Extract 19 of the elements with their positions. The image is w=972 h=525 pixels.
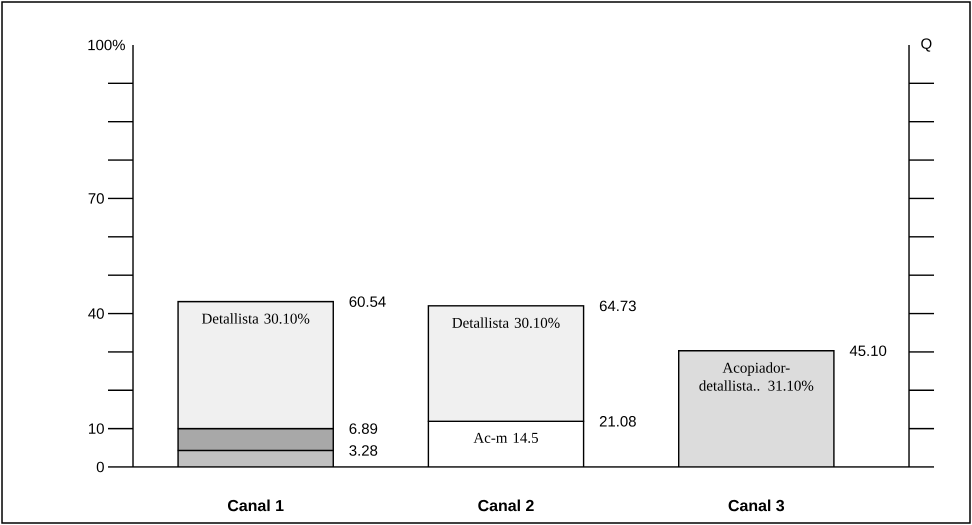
series-label: Detallista 30.10% [452, 317, 560, 328]
y2-axis-title: Q [921, 38, 932, 52]
x-tick-label: Canal 2 [478, 500, 534, 512]
text: Detallista 30.10% [202, 313, 310, 324]
y-axis-title: 100% [88, 40, 125, 50]
y-tick-label: 40 [88, 308, 104, 319]
x-tick-label: Canal 1 [228, 500, 284, 512]
series-label: Ac-m 14.5 [474, 432, 538, 443]
series-label: Acopiador-detallista.. 31.10% [699, 362, 814, 391]
annotation: 21.08 [600, 416, 636, 427]
annotation: 60.54 [350, 296, 386, 307]
annotation: 45.10 [850, 345, 886, 356]
annotation: 64.73 [600, 300, 636, 312]
annotation: 6.89 [350, 423, 378, 434]
annotation: 3.28 [349, 445, 378, 456]
x-tick-label: Canal 3 [728, 500, 784, 512]
y-tick-label: 70 [88, 193, 104, 204]
y-tick-label: 0 [96, 462, 104, 472]
y-tick-label: 10 [89, 423, 104, 434]
